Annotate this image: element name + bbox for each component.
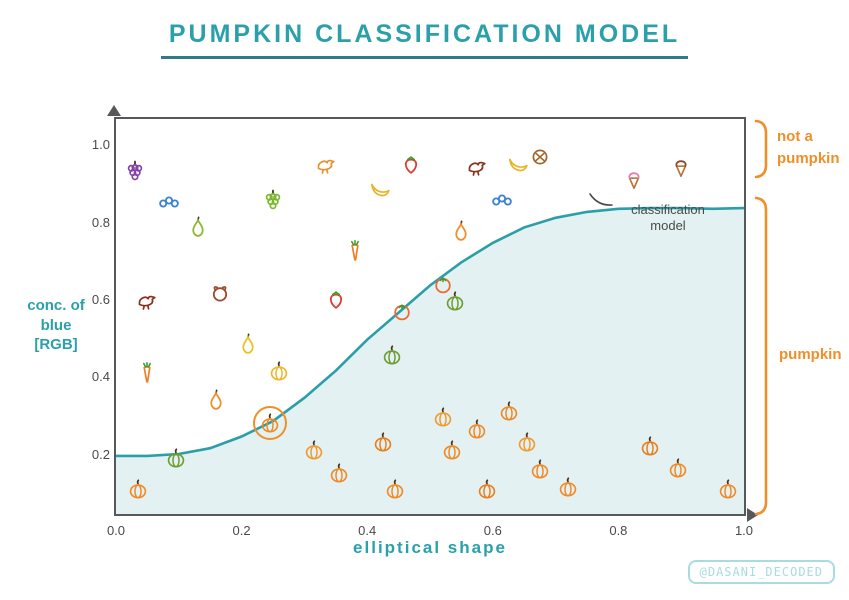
y-axis-arrow-icon — [107, 105, 121, 116]
y-tick-label: 0.4 — [91, 369, 110, 385]
classification-curve — [116, 206, 744, 514]
not-a-pumpkin-label: not a pumpkin — [777, 126, 847, 170]
x-tick-label: 0.0 — [106, 523, 126, 538]
y-tick-label: 0.2 — [91, 446, 110, 462]
curve-annotation: classification model — [612, 202, 724, 233]
not-a-pumpkin-label-line-2: pumpkin — [777, 149, 840, 167]
curve-annotation-line-2: model — [650, 217, 686, 233]
x-tick-label: 0.4 — [358, 523, 377, 538]
x-axis-arrow-icon — [747, 508, 758, 522]
annotation-pointer-icon — [589, 193, 613, 206]
x-tick-label: 0.8 — [609, 523, 628, 538]
plot-area: 1.0 0.8 0.6 0.4 0.2 0.0 0.2 0.4 0.6 0.8 1.0 — [92, 105, 758, 538]
y-axis-title: conc. of blue [RGB] — [12, 296, 100, 355]
x-tick-label: 1.0 — [734, 523, 754, 538]
y-tick-label: 1.0 — [91, 137, 110, 153]
not-a-pumpkin-label-line-1: not a — [777, 128, 813, 145]
pumpkin-bracket-icon — [754, 196, 768, 516]
x-tick-label: 0.2 — [232, 523, 251, 538]
y-axis-title-line-1: conc. of — [27, 297, 85, 314]
x-tick-label: 0.6 — [483, 523, 502, 538]
y-tick-label: 0.6 — [91, 292, 110, 307]
not-a-pumpkin-bracket-icon — [754, 119, 768, 179]
y-tick-label: 0.8 — [91, 214, 110, 230]
chart-title: PUMPKIN CLASSIFICATION MODEL — [160, 20, 689, 59]
title-container: PUMPKIN CLASSIFICATION MODEL — [0, 20, 849, 59]
x-axis-title: elliptical shape — [353, 538, 507, 557]
y-axis-title-line-3: [RGB] — [34, 336, 78, 353]
y-axis-title-line-2: blue — [40, 316, 72, 334]
pumpkin-label: pumpkin — [779, 346, 842, 363]
curve-annotation-line-1: classification — [631, 202, 705, 217]
watermark: @DASANI_DECODED — [687, 560, 835, 584]
